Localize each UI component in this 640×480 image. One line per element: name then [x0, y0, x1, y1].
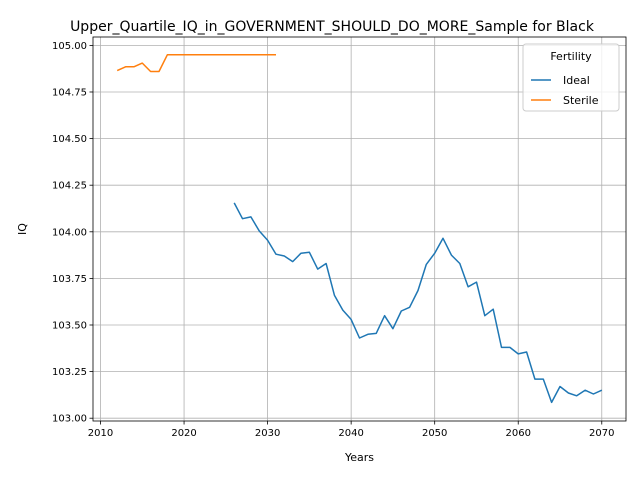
legend-entry-ideal: Ideal: [563, 74, 590, 87]
legend-title: Fertility: [550, 50, 592, 63]
x-tick-label: 2030: [255, 428, 280, 439]
grid: [93, 37, 626, 421]
x-tick-label: 2020: [171, 428, 196, 439]
legend-box: [522, 43, 620, 112]
x-axis-label: Years: [344, 451, 374, 464]
y-tick-label: 104.75: [52, 87, 87, 98]
legend[interactable]: Fertility Ideal Sterile: [522, 43, 620, 112]
x-tick-label: 2060: [506, 428, 531, 439]
series-line-sterile: [116, 53, 276, 73]
x-tick-label: 2010: [88, 428, 113, 439]
series-line-ideal: [233, 202, 603, 404]
x-tick-label: 2050: [422, 428, 447, 439]
x-tick-label: 2040: [338, 428, 363, 439]
plot-frame: [92, 36, 627, 422]
y-tick-label: 105.00: [52, 41, 87, 52]
chart-title: Upper_Quartile_IQ_in_GOVERNMENT_SHOULD_D…: [70, 19, 595, 35]
y-tick-label: 104.00: [52, 227, 87, 238]
y-tick-label: 104.25: [52, 181, 87, 192]
axis-ticks: 2010 2020 2030 2040 2050 2060 2070 103.00 103.25…: [52, 41, 614, 439]
y-tick-label: 103.00: [52, 414, 87, 425]
y-tick-label: 103.50: [52, 321, 87, 332]
x-tick-label: 2070: [589, 428, 614, 439]
y-tick-label: 103.25: [52, 367, 87, 378]
legend-entry-sterile: Sterile: [563, 94, 599, 107]
y-axis-label: IQ: [16, 223, 29, 235]
series-group: [116, 53, 603, 404]
y-tick-label: 104.50: [52, 134, 87, 145]
y-tick-label: 103.75: [52, 274, 87, 285]
